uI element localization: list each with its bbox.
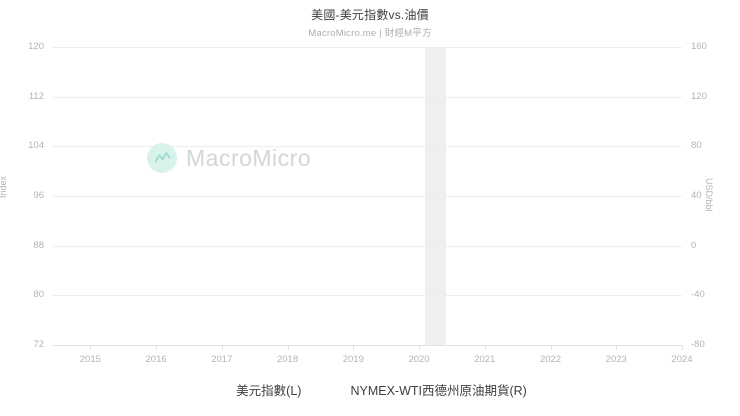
right-axis-tick-label: 40 — [691, 190, 702, 201]
x-axis-tick — [616, 345, 618, 350]
x-axis-tick — [550, 345, 552, 350]
right-axis-tick-label: 80 — [691, 140, 702, 152]
x-axis-tick-label: 2018 — [276, 354, 299, 365]
x-axis-tick — [682, 345, 683, 350]
x-axis-tick — [90, 345, 92, 350]
gridline — [52, 345, 682, 346]
right-axis-tick-label: -40 — [691, 289, 705, 301]
x-axis-tick-label: 2015 — [79, 354, 101, 365]
legend-item-wti[interactable]: NYMEX-WTI西德州原油期貨(R) — [327, 380, 526, 399]
gridline — [52, 146, 682, 148]
series-lines — [52, 47, 682, 345]
x-axis-tick — [419, 345, 421, 350]
x-axis-tick-label: 2022 — [539, 354, 562, 365]
x-axis-tick — [156, 345, 158, 350]
x-axis-tick-label: 2021 — [474, 354, 496, 365]
plot-area: 2015 2016 2017 2018 2019 2020 2021 2022 2023 2024… — [52, 47, 693, 365]
right-axis-tick-label: 160 — [691, 41, 707, 52]
chart-title: 美國-美元指數vs.油價 — [311, 8, 429, 22]
gridline — [52, 295, 682, 297]
legend-label-wti: NYMEX-WTI西德州原油期貨(R) — [350, 384, 527, 398]
right-axis-tick-label: 120 — [691, 90, 707, 102]
x-axis-tick — [484, 345, 486, 350]
chart-legend: 美元指數(L) NYMEX-WTI西德州原油期貨(R) — [0, 380, 740, 399]
left-axis-tick-label: 120 — [28, 41, 44, 52]
legend-label-dxy: 美元指數(L) — [236, 384, 302, 398]
gridline — [52, 196, 682, 197]
x-axis-tick-label: 2023 — [605, 354, 627, 365]
chart-subtitle: MacroMicro.me | 財經M平方 — [308, 28, 432, 39]
x-axis-tick-label: 2016 — [145, 354, 167, 365]
left-axis-tick-label: 96 — [33, 190, 44, 201]
legend-swatch-dxy — [213, 388, 229, 391]
legend-item-dxy[interactable]: 美元指數(L) — [213, 380, 301, 399]
x-axis-tick-label: 2024 — [671, 354, 693, 365]
left-axis-tick-label: 80 — [33, 289, 44, 301]
x-axis-tick — [287, 345, 289, 350]
right-axis-tick-label: 0 — [691, 239, 697, 251]
gridline — [52, 96, 682, 98]
gridline — [52, 245, 682, 247]
x-axis-tick-label: 2019 — [342, 354, 364, 365]
legend-swatch-wti — [327, 388, 343, 391]
right-axis-tick-label: -80 — [691, 339, 705, 350]
left-axis-tick-label: 112 — [28, 90, 44, 102]
x-axis-tick — [221, 345, 223, 350]
left-axis-tick-label: 88 — [33, 239, 44, 251]
gridline — [52, 47, 682, 48]
x-axis-tick-label: 2017 — [211, 354, 233, 365]
x-axis-tick-label: 2020 — [408, 354, 430, 365]
left-axis-tick-label: 72 — [33, 339, 44, 350]
x-axis-tick — [353, 345, 355, 350]
left-axis-tick-label: 104 — [28, 140, 44, 152]
